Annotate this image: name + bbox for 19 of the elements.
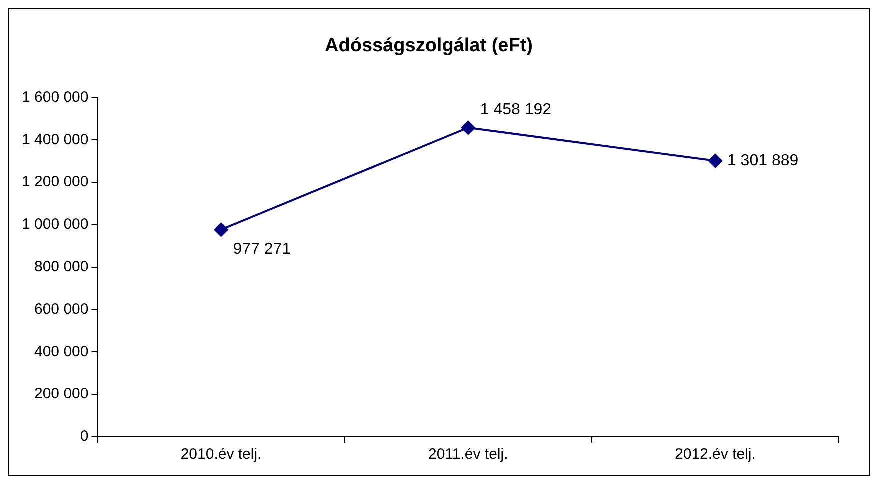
data-label: 1 301 889 bbox=[727, 152, 799, 170]
y-tick-label: 600 000 bbox=[34, 300, 89, 318]
point bbox=[461, 120, 476, 135]
y-tick-label: 0 bbox=[80, 428, 89, 446]
data-label: 1 458 192 bbox=[480, 101, 552, 118]
y-tick-label: 200 000 bbox=[34, 386, 89, 403]
x-tick-label: 2011.év telj. bbox=[428, 446, 508, 464]
data-label: 977 271 bbox=[233, 241, 292, 258]
y-tick-label: 1 200 000 bbox=[22, 174, 89, 191]
chart-title: Adósságszolgálat (eFt) bbox=[325, 36, 533, 57]
y-tick-label: 400 000 bbox=[34, 343, 89, 360]
x-tick-label: 2012.év telj. bbox=[675, 446, 756, 464]
y-tick-label: 800 000 bbox=[34, 258, 89, 276]
y-tick-label: 1 000 000 bbox=[22, 216, 89, 234]
y-tick-label: 1 400 000 bbox=[22, 131, 89, 148]
y-tick-label: 1 600 000 bbox=[22, 88, 89, 106]
point bbox=[214, 222, 228, 237]
point bbox=[708, 154, 722, 168]
x-tick-label: 2010.év telj. bbox=[180, 446, 262, 464]
